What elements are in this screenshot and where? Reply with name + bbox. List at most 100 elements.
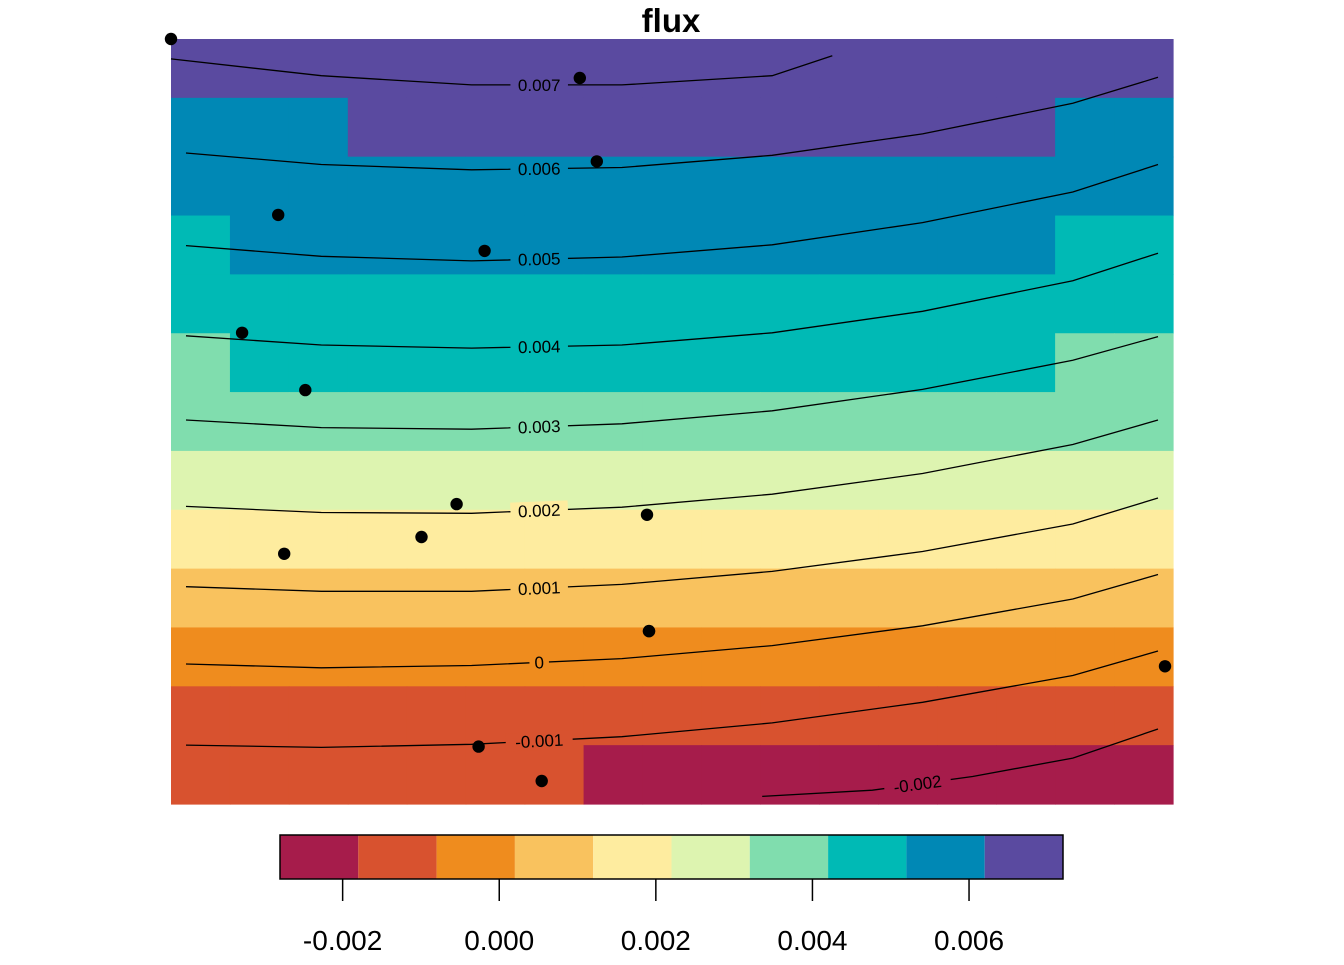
contour-label: 0.005 xyxy=(518,250,561,270)
heatmap-cell xyxy=(171,97,231,158)
heatmap-cell xyxy=(171,156,231,217)
colorbar-swatch xyxy=(593,835,672,879)
colorbar-swatch xyxy=(749,835,829,879)
contour-line xyxy=(185,419,1159,514)
heatmap-cell xyxy=(406,215,467,275)
heatmap-cell xyxy=(642,568,703,629)
heatmap-cell xyxy=(996,450,1056,511)
heatmap-cell xyxy=(1055,156,1115,217)
contour-label-bg xyxy=(510,577,569,599)
heatmap-cell xyxy=(760,568,820,629)
contour-label: -0.001 xyxy=(515,731,564,752)
heatmap-cell xyxy=(465,450,526,511)
heatmap-cell xyxy=(229,686,290,746)
heatmap-cell xyxy=(819,39,879,99)
heatmap-cell xyxy=(760,97,820,158)
heatmap-cell xyxy=(288,392,349,452)
data-point xyxy=(472,740,485,753)
heatmap-cell xyxy=(701,274,762,334)
contour-label-bg xyxy=(510,500,569,521)
heatmap-cell xyxy=(288,215,349,275)
data-point xyxy=(272,208,285,222)
heatmap-cell xyxy=(701,156,762,217)
heatmap-cell xyxy=(1114,568,1174,629)
heatmap-cell xyxy=(642,274,703,334)
heatmap-cell xyxy=(465,627,526,687)
heatmap-cell xyxy=(1055,215,1115,275)
contour-label-bg xyxy=(529,652,550,672)
heatmap-cell xyxy=(1055,745,1115,805)
heatmap-cell xyxy=(583,568,644,629)
data-point xyxy=(1158,660,1172,673)
heatmap-cell xyxy=(701,745,762,805)
heatmap-cell xyxy=(819,686,879,746)
data-point xyxy=(590,155,603,168)
heatmap-cell xyxy=(1055,274,1115,334)
heatmap-cell xyxy=(1114,97,1174,158)
heatmap-cell xyxy=(878,627,938,687)
data-point xyxy=(642,624,656,638)
heatmap-cell xyxy=(288,509,349,570)
heatmap-cell xyxy=(406,568,467,629)
heatmap-cell xyxy=(229,745,290,805)
heatmap-cell xyxy=(229,568,290,629)
contour-line xyxy=(185,335,1159,430)
heatmap-cell xyxy=(1114,156,1174,217)
heatmap-cell xyxy=(229,97,290,158)
heatmap-cell xyxy=(996,97,1056,158)
heatmap-cell xyxy=(347,686,408,746)
heatmap-cell xyxy=(347,97,408,158)
heatmap-cell xyxy=(760,333,820,393)
heatmap-cell xyxy=(288,686,349,746)
contour-label-bg xyxy=(510,416,569,437)
heatmap-cell xyxy=(465,745,526,805)
data-point xyxy=(299,383,312,397)
heatmap-cell xyxy=(229,333,290,393)
heatmap-cell xyxy=(937,215,997,275)
heatmap-cell xyxy=(171,450,231,511)
heatmap-cell xyxy=(642,745,703,805)
heatmap-cell xyxy=(406,97,467,158)
heatmap-cell xyxy=(524,745,585,805)
heatmap-cell xyxy=(819,568,879,629)
colorbar-tick-label: 0.002 xyxy=(621,925,691,956)
heatmap-cell xyxy=(1055,333,1115,393)
contour-lines: 0.007 0.006 0.005 0.004 0.003 0.002 0.001 0 -0.0… xyxy=(170,55,1159,798)
contour-label-bg xyxy=(510,75,568,94)
heatmap-cell xyxy=(347,274,408,334)
contour-label: 0.002 xyxy=(518,501,561,522)
heatmap-cell xyxy=(819,627,879,687)
colorbar-tick-label: 0.000 xyxy=(464,925,534,956)
heatmap-cell xyxy=(406,39,467,99)
contour-label-bg xyxy=(505,730,574,752)
contour-line xyxy=(185,573,1159,669)
heatmap-cell xyxy=(347,450,408,511)
heatmap-cell xyxy=(229,215,290,275)
heatmap-cell xyxy=(524,274,585,334)
heatmap-cell xyxy=(347,392,408,452)
heatmap-cell xyxy=(171,333,231,393)
contour-line xyxy=(185,163,1159,262)
colorbar-swatch xyxy=(828,835,907,879)
heatmap-cell xyxy=(583,97,644,158)
heatmap-cell xyxy=(760,156,820,217)
contour-line xyxy=(185,252,1159,349)
heatmap-cell xyxy=(406,745,467,805)
heatmap-cell xyxy=(819,509,879,570)
heatmap-cell xyxy=(347,509,408,570)
colorbar-swatch xyxy=(671,835,750,879)
data-point xyxy=(535,774,548,788)
heatmap-cell xyxy=(760,450,820,511)
heatmap-cell xyxy=(642,97,703,158)
contour-label: 0.006 xyxy=(518,159,561,179)
heatmap-cell xyxy=(996,745,1056,805)
heatmap-cell xyxy=(524,97,585,158)
heatmap-cell xyxy=(642,627,703,687)
contour-line xyxy=(185,76,1159,171)
heatmap-cell xyxy=(1114,215,1174,275)
contour-label-group: 0 xyxy=(529,652,550,673)
heatmap-cell xyxy=(171,39,231,99)
heatmap-cell xyxy=(1114,392,1174,452)
heatmap-cell xyxy=(1055,568,1115,629)
heatmap-cell xyxy=(937,333,997,393)
